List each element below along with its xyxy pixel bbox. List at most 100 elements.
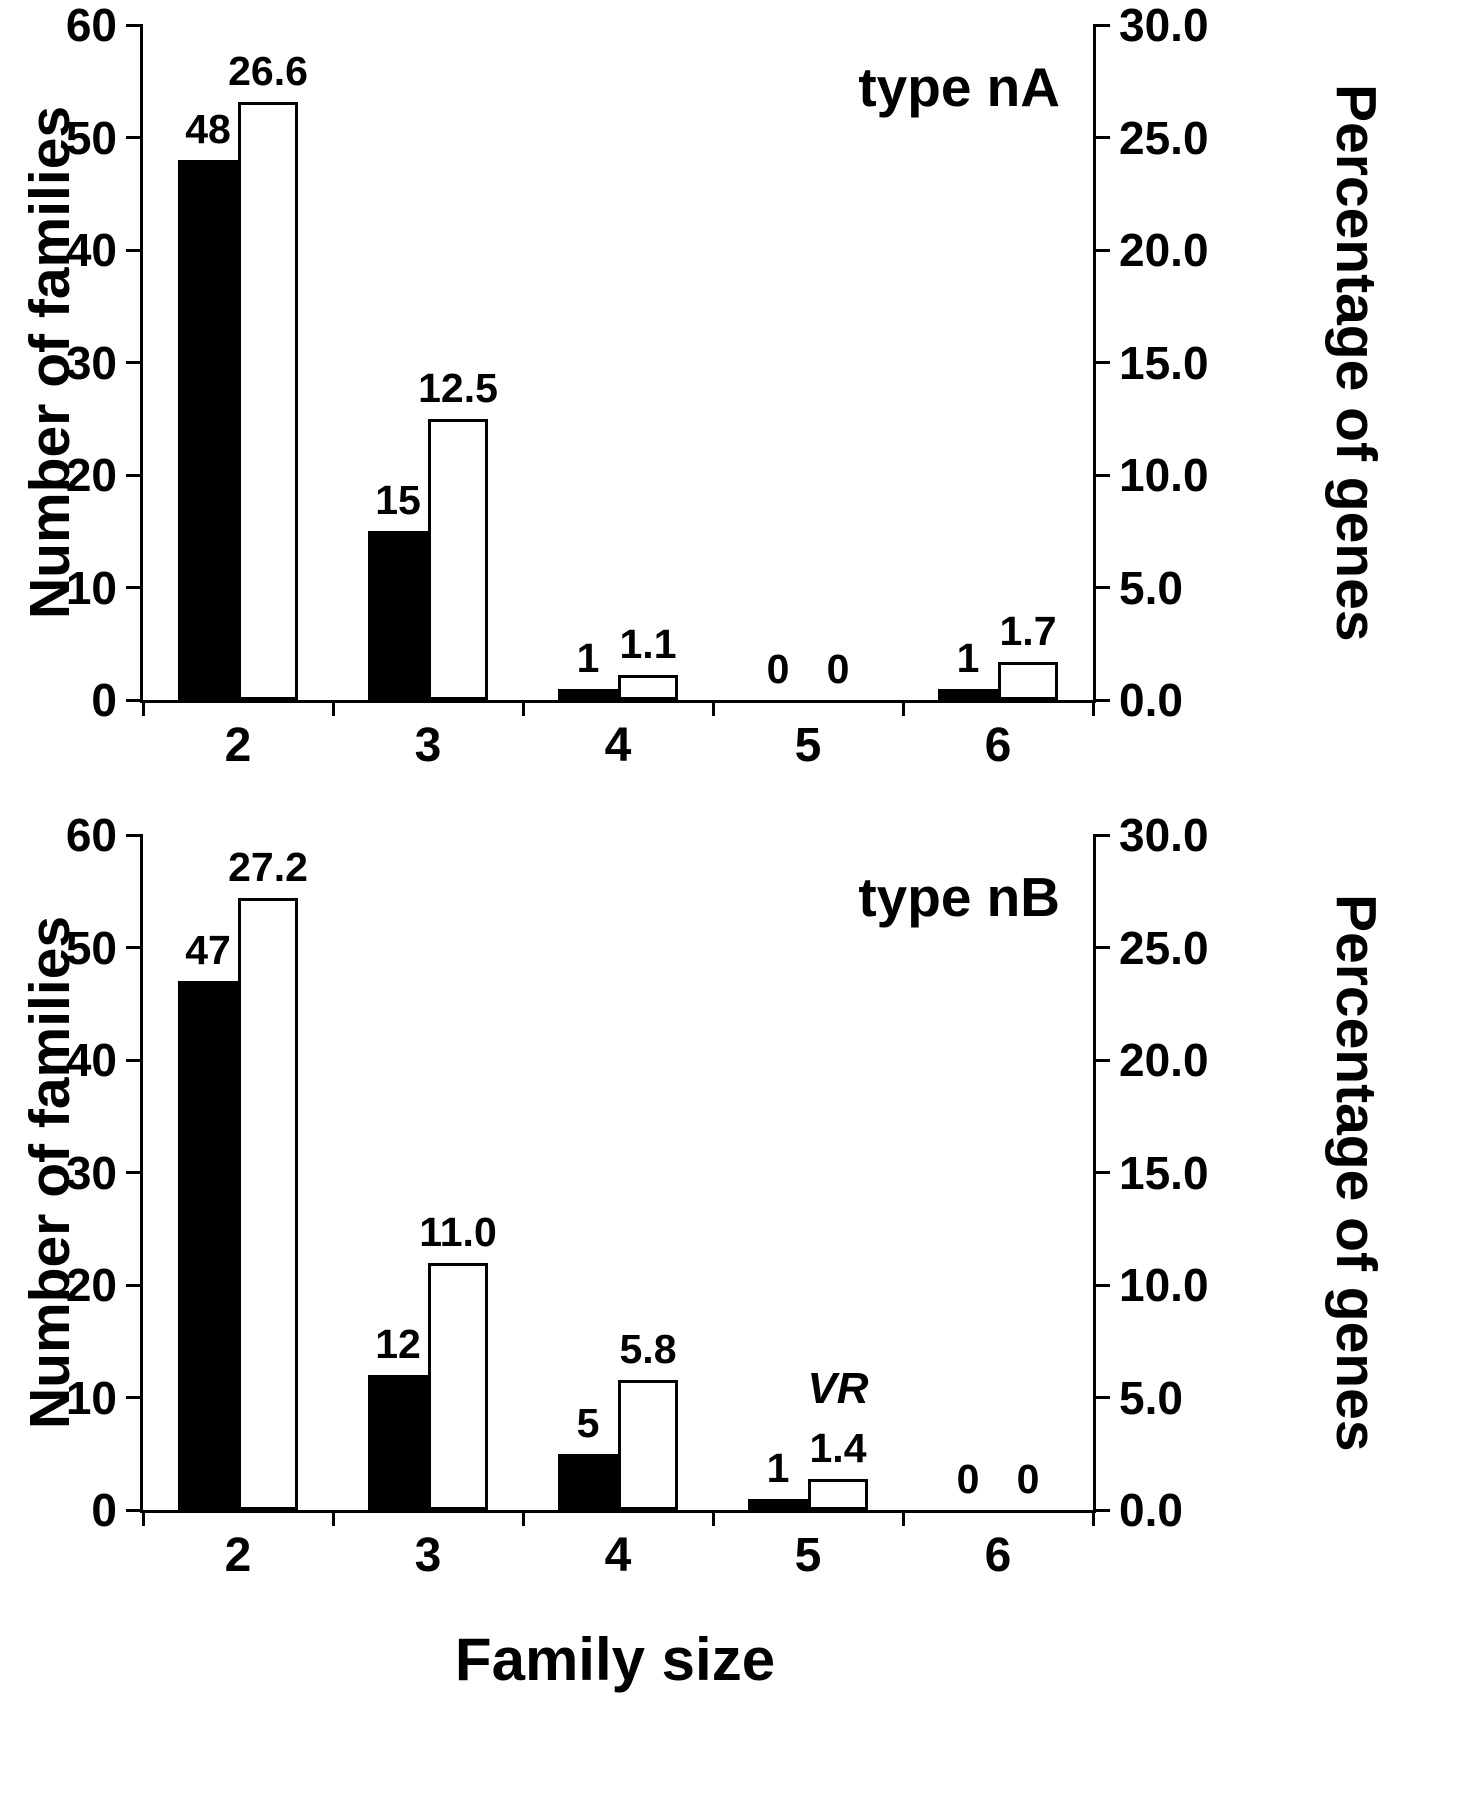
x-axis-tick [901, 700, 905, 716]
chart-panel-type-na: Number of families 0 10 20 30 40 50 60 0.0 5.0 10… [0, 0, 1463, 800]
y-axis-tick-right [1093, 473, 1110, 477]
plot-area: 0 10 20 30 40 50 60 0.0 5.0 10.0 15.0 20.0 25.0 30.0 2… [66, 809, 1209, 1582]
bar-percentage [238, 898, 298, 1510]
y-axis-tick-right [1093, 1283, 1110, 1287]
y-axis-tick-label-left: 0 [91, 1484, 117, 1536]
chart-title: type nB [858, 866, 1060, 928]
x-axis-tick [141, 700, 145, 716]
x-axis-category-label: 2 [224, 1529, 252, 1582]
y-axis-tick-label-left: 30 [65, 336, 117, 389]
bar-families [178, 160, 238, 700]
x-axis-category-label: 2 [224, 719, 252, 772]
y-axis-tick-label-right: 15.0 [1119, 1146, 1209, 1199]
bar-value-label: 11.0 [419, 1208, 497, 1255]
y-axis-tick-label-right: 30.0 [1119, 0, 1209, 51]
y-axis-title-genes: Percentage of genes [1324, 893, 1388, 1452]
y-axis-tick-label-right: 0.0 [1119, 1484, 1183, 1536]
y-axis-tick-label-left: 0 [91, 674, 117, 726]
bar-value-label: 1 [956, 634, 980, 681]
bar-families [178, 981, 238, 1510]
y-axis-tick-right [1093, 946, 1110, 949]
y-axis-tick-left [126, 136, 143, 139]
x-axis-category-label: 3 [414, 1529, 442, 1582]
y-axis-tick-left [126, 1283, 143, 1287]
y-axis-title-genes: Percentage of genes [1324, 83, 1388, 642]
y-axis-tick-left [126, 833, 143, 837]
x-axis-category-label: 5 [794, 1529, 822, 1582]
y-axis-tick-left [126, 473, 143, 477]
y-axis-tick-right [1093, 1508, 1110, 1512]
plot-area: 0 10 20 30 40 50 60 0.0 5.0 10.0 15.0 20.0 25.0 30.0 2… [66, 0, 1209, 772]
x-axis-tick [331, 1510, 335, 1526]
y-axis-tick-right [1093, 586, 1110, 589]
bar-value-label: 5 [576, 1399, 600, 1446]
x-axis-title: Family size [454, 1626, 776, 1693]
y-axis-tick-left [126, 23, 143, 27]
y-axis-tick-right [1093, 23, 1110, 27]
y-axis-tick-label-right: 10.0 [1119, 449, 1209, 501]
y-axis-tick-label-right: 15.0 [1119, 336, 1209, 389]
bar-value-label: 26.6 [228, 47, 308, 94]
y-axis-tick-label-right: 20.0 [1119, 224, 1209, 276]
bar-percentage [428, 1262, 488, 1510]
y-axis-tick-label-left: 40 [65, 224, 117, 276]
bar-value-label: 0 [766, 646, 790, 692]
x-axis-tick [521, 1510, 525, 1526]
chart-panel-type-nb: Number of families 0 10 20 30 40 50 60 0.0 5.0 10… [0, 809, 1463, 1610]
bar-value-label: 1.4 [809, 1424, 867, 1471]
y-axis-tick-label-right: 5.0 [1119, 561, 1183, 614]
bar-value-label: 47 [185, 927, 231, 974]
y-axis-tick-label-right: 5.0 [1119, 1371, 1183, 1424]
x-axis-tick [711, 700, 715, 716]
y-axis-tick-left [126, 586, 143, 589]
x-axis-tick [521, 700, 525, 716]
y-axis-tick-left [126, 1396, 143, 1399]
bar-families [748, 1498, 808, 1510]
bar-families [558, 688, 618, 700]
y-axis-tick-left [126, 248, 143, 252]
x-axis-category-label: 6 [984, 1529, 1012, 1582]
y-axis-tick-label-left: 20 [65, 1259, 117, 1311]
bar-value-label: 27.2 [228, 844, 308, 890]
bar-percentage [998, 661, 1058, 700]
bar-value-label: 5.8 [619, 1325, 677, 1372]
y-axis-tick-label-right: 10.0 [1119, 1259, 1209, 1311]
x-axis-category-label: 3 [414, 719, 442, 772]
y-axis-tick-right [1093, 136, 1110, 139]
bar-families [558, 1453, 618, 1510]
bar-value-label: 1 [576, 634, 600, 681]
y-axis-tick-label-left: 60 [65, 809, 117, 861]
x-axis-category-label: 4 [604, 719, 632, 772]
x-axis-category-label: 4 [604, 1529, 632, 1582]
x-axis-tick [1091, 700, 1095, 716]
y-axis-tick-label-left: 60 [65, 0, 117, 51]
x-axis-tick [1091, 1510, 1095, 1526]
y-axis-tick-label-left: 10 [65, 561, 117, 614]
y-axis-tick-label-right: 25.0 [1119, 921, 1209, 974]
y-axis-tick-left [126, 698, 143, 702]
y-axis-tick-left [126, 946, 143, 949]
bar-value-label: 12.5 [418, 364, 498, 411]
y-axis-tick-right [1093, 1058, 1110, 1062]
y-axis-tick-label-left: 20 [65, 449, 117, 501]
bar-percentage [238, 101, 298, 700]
x-axis-tick [331, 700, 335, 716]
y-axis-tick-left [126, 1508, 143, 1512]
x-axis-tick [141, 1510, 145, 1526]
bar-value-label: 1.1 [619, 621, 677, 668]
y-axis-tick-label-right: 30.0 [1119, 809, 1209, 861]
bar-value-label: 12 [375, 1321, 421, 1367]
annotation-vr: VR [807, 1363, 869, 1413]
y-axis-tick-right [1093, 361, 1110, 364]
y-axis-tick-left [126, 1171, 143, 1174]
y-axis-tick-right [1093, 248, 1110, 252]
bar-value-label: 0 [956, 1456, 980, 1502]
bar-percentage [428, 418, 488, 700]
y-axis-tick-label-left: 10 [65, 1371, 117, 1424]
y-axis-tick-label-right: 0.0 [1119, 674, 1183, 726]
y-axis-tick-right [1093, 1171, 1110, 1174]
bar-value-label: 0 [826, 646, 850, 692]
y-axis-tick-label-left: 50 [65, 921, 117, 974]
x-axis-tick [711, 1510, 715, 1526]
